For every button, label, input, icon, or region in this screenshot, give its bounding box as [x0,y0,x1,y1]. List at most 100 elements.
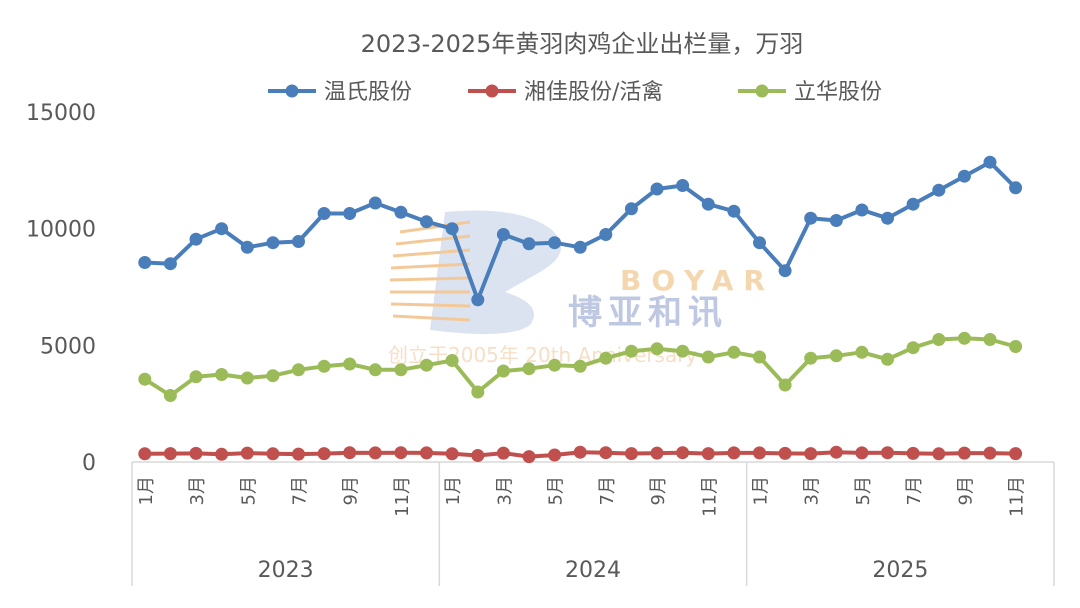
x-tick-label: 5月 [546,476,567,505]
data-point [163,389,177,402]
data-point [676,344,690,358]
data-point [496,364,510,378]
data-point [1009,447,1023,461]
data-point [778,446,792,460]
data-point [317,207,331,220]
data-point [906,341,920,355]
data-point [471,293,485,307]
data-point [957,169,971,183]
y-tick-label: 10000 [26,218,96,243]
data-point [548,358,562,372]
year-label: 2024 [565,558,621,583]
data-point [727,204,741,218]
x-tick-label: 11月 [392,476,413,517]
data-point [138,372,152,386]
data-point [548,236,562,250]
x-tick-label: 11月 [699,476,720,517]
data-point [189,446,203,460]
data-point [881,352,894,366]
data-point [394,205,408,219]
x-tick-label: 9月 [341,476,362,505]
data-point [624,447,638,461]
x-tick-label: 9月 [955,476,976,505]
data-point [1009,340,1023,353]
x-tick-label: 3月 [802,476,823,505]
data-point [163,447,177,461]
y-tick-label: 0 [82,451,96,476]
x-tick-label: 11月 [1007,476,1028,517]
watermark-brand-en: BOYAR [620,264,775,297]
year-label: 2023 [258,558,314,583]
series-1 [138,445,1023,464]
x-tick-label: 3月 [494,476,515,505]
data-point [701,447,715,461]
data-point [266,236,280,250]
legend-marker [755,84,769,98]
y-tick-label: 5000 [40,334,96,359]
data-point [522,450,536,464]
x-tick-label: 5月 [853,476,874,505]
data-point [445,447,459,461]
legend-marker [485,84,499,98]
data-point [496,446,510,460]
data-point [215,222,229,236]
data-point [650,446,664,460]
data-point [266,447,280,461]
data-point [701,197,715,211]
data-point [394,363,408,377]
data-point [292,235,305,248]
data-point [932,447,946,461]
data-point [240,446,254,460]
legend-label: 立华股份 [794,80,882,105]
series-group [138,155,1023,464]
data-point [368,446,382,460]
data-point [522,237,536,251]
data-point [957,331,971,345]
data-point [445,222,459,236]
legend-label: 湘佳股份/活禽 [524,80,663,105]
data-point [650,342,664,356]
data-point [317,359,331,373]
data-point [624,344,638,358]
data-point [624,202,638,216]
data-point [240,240,254,254]
data-point [548,448,562,462]
data-point [215,447,229,461]
x-tick-label: 1月 [750,476,771,505]
data-point [292,363,305,377]
data-point [676,179,690,192]
data-point [445,354,459,367]
data-point [983,333,997,346]
data-point [240,371,254,385]
data-point [701,350,715,364]
data-point [471,449,485,462]
data-point [420,215,433,229]
data-point [727,446,741,460]
data-point [855,345,869,359]
data-point [292,447,305,461]
data-point [599,446,613,460]
watermark-brand-cn: 博亚和讯 [568,293,728,333]
data-point [599,351,613,365]
x-tick-label: 3月 [187,476,208,505]
data-point [573,445,587,459]
series-line [144,160,1018,302]
data-point [906,446,920,460]
watermark: BOYAR 博亚和讯 创立于2005年 20th Anniversary [388,210,775,367]
x-tick-label: 7月 [904,476,925,505]
data-point [394,446,408,460]
data-point [983,446,997,460]
data-point [753,446,766,460]
data-point [1009,181,1023,195]
data-point [368,196,382,210]
data-point [471,385,485,399]
chart-title: 2023-2025年黄羽肉鸡企业出栏量，万羽 [361,30,804,58]
data-point [163,257,177,271]
data-point [932,183,946,197]
data-point [189,232,203,246]
data-point [932,333,946,346]
year-label: 2025 [872,558,928,583]
legend-marker [285,84,299,98]
watermark-logo [389,210,562,334]
y-tick-label: 15000 [26,101,96,126]
